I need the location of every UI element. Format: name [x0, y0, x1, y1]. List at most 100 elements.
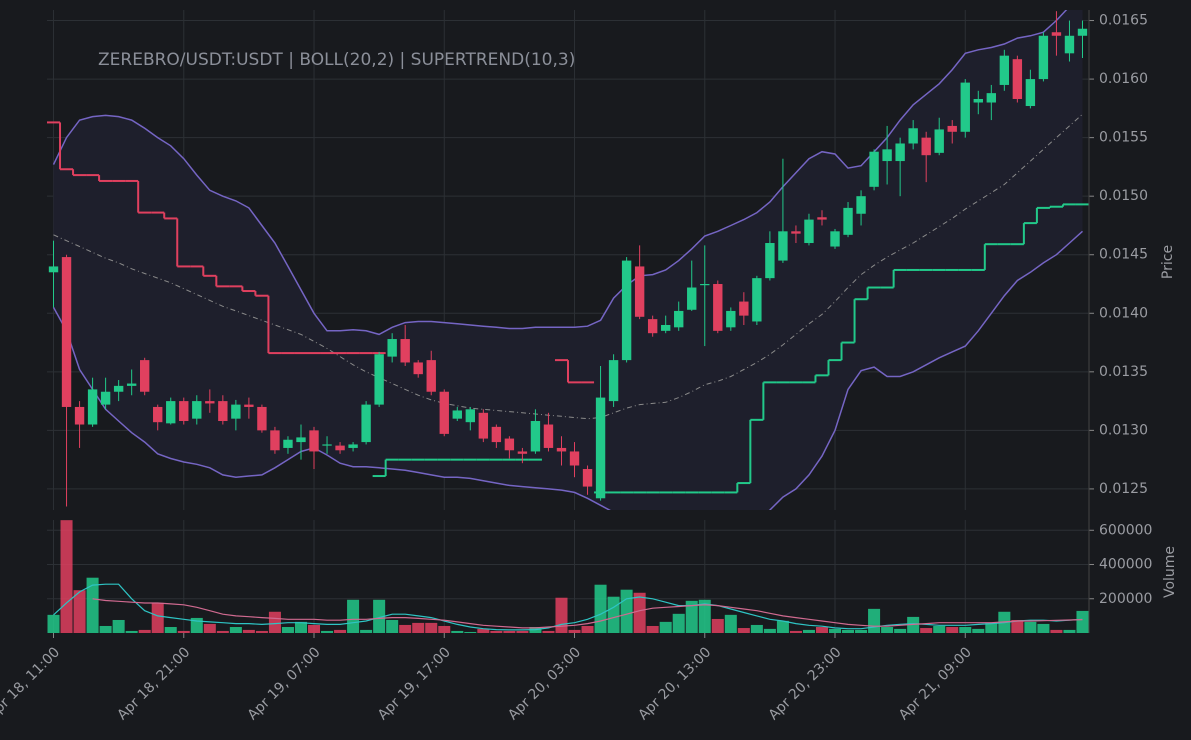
candle-body — [504, 438, 515, 451]
volume-bar — [868, 608, 881, 633]
volume-bar — [659, 621, 672, 633]
volume-bar — [151, 602, 164, 633]
volume-bar — [920, 628, 933, 633]
volume-bar — [1024, 621, 1037, 633]
volume-bar — [112, 619, 125, 633]
volume-bar — [47, 614, 60, 633]
volume-bar — [933, 625, 946, 633]
volume-bar — [698, 599, 711, 633]
volume-bar — [1037, 623, 1050, 633]
y-tick-label: 0.0140 — [1099, 305, 1148, 321]
candle-body — [895, 143, 905, 162]
volume-bar — [620, 589, 633, 633]
candle-body — [517, 451, 528, 454]
bollinger-upper — [52, 10, 1068, 336]
volume-bar — [594, 584, 607, 633]
candle-body — [752, 278, 762, 322]
candle-body — [426, 360, 436, 392]
candle-body — [113, 385, 124, 392]
y-tick-label: 0.0155 — [1099, 130, 1148, 146]
volume-bar — [308, 624, 321, 633]
candle-body — [621, 260, 632, 361]
candle-body — [634, 266, 645, 317]
candle-body — [478, 412, 489, 439]
candle-body — [452, 410, 462, 419]
volume-bar — [724, 614, 737, 633]
y-axis-label: Price — [1160, 245, 1176, 279]
candle-body — [400, 339, 410, 363]
volume-bar — [855, 629, 868, 633]
volume-bar — [164, 627, 177, 633]
candle-body — [244, 404, 254, 407]
candle-body — [309, 430, 319, 452]
volume-bar — [881, 627, 894, 633]
candle-body — [322, 444, 332, 446]
volume-bar — [607, 596, 620, 633]
candle-body — [283, 439, 293, 448]
volume-bar — [60, 520, 73, 633]
candle-body — [126, 383, 137, 386]
candle-body — [61, 257, 72, 407]
candle-body — [1038, 35, 1049, 80]
volume-bar — [776, 620, 789, 633]
y-tick-label: 0.0160 — [1099, 71, 1148, 87]
candle-body — [361, 404, 371, 443]
candle-body — [687, 287, 697, 310]
volume-bar — [242, 629, 255, 633]
volume-bar — [581, 625, 594, 633]
candle-body — [830, 231, 840, 247]
volume-bar — [281, 627, 294, 633]
volume-bar — [438, 625, 451, 633]
candle-body — [374, 354, 384, 405]
chart-title: ZEREBRO/USDT:USDT | BOLL(20,2) | SUPERTR… — [98, 50, 575, 70]
candle-body — [100, 391, 111, 405]
candle-body — [804, 219, 814, 244]
candle-body — [1064, 35, 1075, 54]
y-tick-label: 600000 — [1099, 522, 1152, 538]
volume-bar — [99, 625, 112, 633]
volume-bar — [672, 613, 685, 633]
candle-body — [543, 424, 554, 448]
volume-bar — [646, 625, 659, 633]
candle-body — [973, 98, 983, 103]
y-tick-label: 0.0165 — [1099, 13, 1148, 29]
volume-bar — [334, 629, 347, 633]
volume-bar — [360, 629, 373, 633]
candle-body — [1077, 28, 1088, 36]
volume-bar — [789, 630, 802, 633]
volume-bar — [815, 627, 828, 633]
candle-body — [491, 426, 502, 443]
volume-bar — [946, 627, 959, 633]
volume-bar — [1063, 629, 1076, 633]
volume-bar — [633, 592, 646, 633]
candle-body — [348, 444, 358, 448]
volume-bar — [399, 624, 412, 633]
volume-bar — [516, 630, 529, 633]
y-tick-label: 0.0125 — [1099, 481, 1148, 497]
volume-bar — [425, 622, 438, 633]
volume-bar — [373, 599, 386, 633]
volume-bar — [802, 629, 815, 633]
bollinger-lower — [52, 230, 1084, 510]
candle-body — [999, 55, 1010, 85]
volume-bar — [894, 628, 907, 633]
candle-body — [726, 310, 736, 328]
candle-body — [921, 137, 931, 156]
volume-bar — [229, 627, 242, 633]
candle-body — [387, 339, 397, 357]
bollinger-band — [53, 10, 1083, 510]
candle-body — [739, 301, 749, 316]
candle-body — [582, 469, 593, 487]
volume-bar — [842, 629, 855, 633]
candle-body — [569, 451, 580, 466]
volume-bar — [750, 624, 763, 633]
volume-bar — [125, 630, 138, 633]
volume-bar — [829, 628, 842, 633]
volume-bar — [86, 577, 99, 633]
candle-body — [934, 129, 944, 153]
volume-bar — [203, 623, 216, 633]
candle-body — [869, 151, 879, 187]
candle-body — [413, 362, 423, 375]
candle-body — [843, 207, 853, 235]
candle-body — [947, 125, 957, 132]
